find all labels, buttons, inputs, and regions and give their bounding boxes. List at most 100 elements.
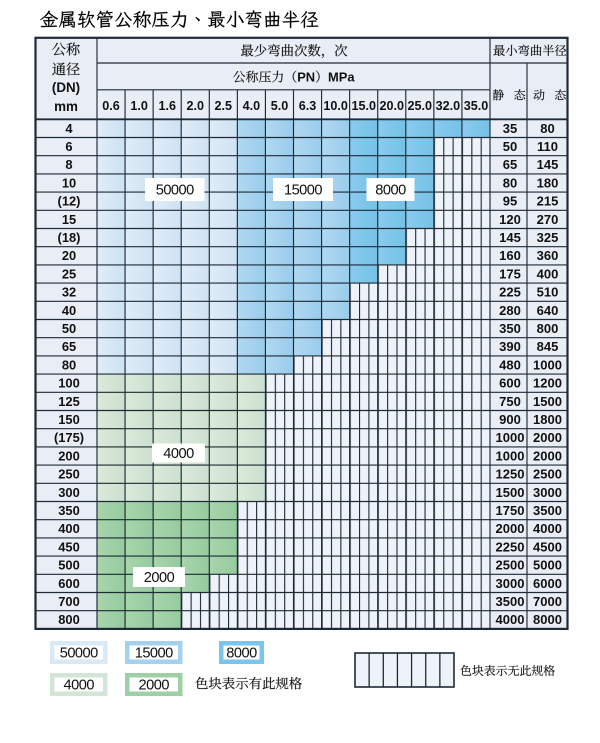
svg-text:225: 225 xyxy=(499,285,521,300)
svg-text:3000: 3000 xyxy=(533,485,562,500)
svg-text:110: 110 xyxy=(537,139,558,154)
svg-text:0.6: 0.6 xyxy=(102,99,120,113)
svg-text:10.0: 10.0 xyxy=(323,99,348,113)
svg-text:200: 200 xyxy=(58,448,80,463)
svg-text:1500: 1500 xyxy=(533,394,562,409)
svg-text:4000: 4000 xyxy=(163,446,194,462)
svg-text:25.0: 25.0 xyxy=(408,99,433,113)
svg-text:270: 270 xyxy=(537,212,559,227)
svg-text:4500: 4500 xyxy=(533,540,562,555)
svg-text:1000: 1000 xyxy=(533,357,562,372)
svg-text:(12): (12) xyxy=(58,194,81,209)
svg-text:3000: 3000 xyxy=(496,576,525,591)
svg-text:450: 450 xyxy=(58,540,80,555)
svg-text:8: 8 xyxy=(65,157,72,172)
svg-text:1750: 1750 xyxy=(496,503,525,518)
svg-text:360: 360 xyxy=(537,248,559,263)
svg-text:1250: 1250 xyxy=(496,467,525,482)
svg-text:125: 125 xyxy=(58,394,80,409)
svg-text:600: 600 xyxy=(499,376,521,391)
svg-text:145: 145 xyxy=(537,157,559,172)
svg-text:175: 175 xyxy=(499,266,521,281)
svg-text:2500: 2500 xyxy=(533,467,562,482)
svg-text:25: 25 xyxy=(62,266,76,281)
svg-text:1.0: 1.0 xyxy=(130,99,148,113)
svg-text:350: 350 xyxy=(499,321,521,336)
svg-text:mm: mm xyxy=(54,99,78,114)
svg-text:35: 35 xyxy=(503,121,517,136)
svg-text:40: 40 xyxy=(62,303,76,318)
svg-text:800: 800 xyxy=(537,321,559,336)
svg-text:4000: 4000 xyxy=(496,612,525,627)
svg-text:MPa: MPa xyxy=(328,70,355,85)
svg-text:PN: PN xyxy=(297,70,315,85)
svg-text:6: 6 xyxy=(65,139,72,154)
svg-text:10: 10 xyxy=(62,175,76,190)
svg-text:1200: 1200 xyxy=(533,376,562,391)
svg-text:150: 150 xyxy=(58,412,80,427)
svg-text:180: 180 xyxy=(537,175,559,190)
svg-text:20.0: 20.0 xyxy=(380,99,405,113)
svg-text:5000: 5000 xyxy=(533,558,562,573)
svg-text:6000: 6000 xyxy=(533,576,562,591)
svg-text:1500: 1500 xyxy=(496,485,525,500)
svg-text:325: 325 xyxy=(537,230,559,245)
svg-text:80: 80 xyxy=(62,357,76,372)
svg-text:2000: 2000 xyxy=(496,521,525,536)
svg-text:510: 510 xyxy=(537,285,559,300)
svg-text:4: 4 xyxy=(65,121,73,136)
svg-text:1.6: 1.6 xyxy=(158,99,176,113)
svg-text:50000: 50000 xyxy=(156,183,194,199)
svg-text:95: 95 xyxy=(503,194,517,209)
svg-text:(18): (18) xyxy=(58,230,81,245)
svg-text:15.0: 15.0 xyxy=(351,99,376,113)
svg-text:640: 640 xyxy=(537,303,559,318)
svg-text:2.0: 2.0 xyxy=(186,99,204,113)
svg-text:845: 845 xyxy=(537,339,559,354)
svg-text:32: 32 xyxy=(62,285,76,300)
svg-text:160: 160 xyxy=(499,248,521,263)
svg-text:500: 500 xyxy=(58,558,80,573)
svg-text:600: 600 xyxy=(58,576,80,591)
svg-text:20: 20 xyxy=(62,248,76,263)
svg-text:50000: 50000 xyxy=(60,646,98,662)
svg-text:15000: 15000 xyxy=(284,183,322,199)
svg-text:700: 700 xyxy=(58,594,80,609)
svg-text:120: 120 xyxy=(499,212,521,227)
svg-text:350: 350 xyxy=(58,503,80,518)
svg-text:800: 800 xyxy=(58,612,80,627)
svg-text:100: 100 xyxy=(58,376,80,391)
svg-text:250: 250 xyxy=(58,467,80,482)
svg-text:4000: 4000 xyxy=(64,678,95,694)
svg-text:215: 215 xyxy=(537,194,559,209)
svg-text:900: 900 xyxy=(499,412,521,427)
svg-text:(175): (175) xyxy=(54,430,84,445)
svg-text:480: 480 xyxy=(499,357,521,372)
svg-text:2.5: 2.5 xyxy=(215,99,233,113)
svg-text:390: 390 xyxy=(499,339,521,354)
svg-text:8000: 8000 xyxy=(533,612,562,627)
svg-text:(DN): (DN) xyxy=(52,80,80,95)
svg-text:2250: 2250 xyxy=(496,540,525,555)
svg-text:35.0: 35.0 xyxy=(464,99,489,113)
svg-text:3500: 3500 xyxy=(533,503,562,518)
svg-text:2500: 2500 xyxy=(496,558,525,573)
svg-text:4000: 4000 xyxy=(533,521,562,536)
svg-text:2000: 2000 xyxy=(144,570,175,586)
svg-text:1000: 1000 xyxy=(496,430,525,445)
svg-text:7000: 7000 xyxy=(533,594,562,609)
svg-text:4.0: 4.0 xyxy=(243,99,261,113)
svg-text:400: 400 xyxy=(58,521,80,536)
svg-text:32.0: 32.0 xyxy=(436,99,461,113)
svg-text:65: 65 xyxy=(62,339,76,354)
svg-text:2000: 2000 xyxy=(533,448,562,463)
svg-text:15: 15 xyxy=(62,212,76,227)
svg-text:80: 80 xyxy=(503,175,517,190)
svg-text:6.3: 6.3 xyxy=(299,99,317,113)
svg-text:15000: 15000 xyxy=(135,646,173,662)
svg-text:1800: 1800 xyxy=(533,412,562,427)
svg-text:8000: 8000 xyxy=(226,646,257,662)
svg-text:5.0: 5.0 xyxy=(271,99,289,113)
svg-text:50: 50 xyxy=(503,139,517,154)
svg-text:8000: 8000 xyxy=(375,183,406,199)
